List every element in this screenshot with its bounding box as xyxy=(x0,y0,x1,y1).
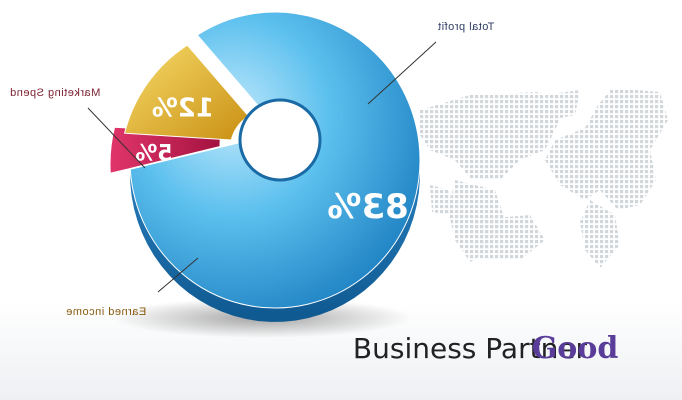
brand-rest: Business Partner xyxy=(353,332,588,365)
brand-good: Good xyxy=(532,331,619,366)
pie-slice-marketing-spend xyxy=(109,126,222,174)
callout-marketing-spend: Marketing Spend xyxy=(10,87,101,99)
pie-slice-earned-income xyxy=(123,44,250,141)
brand-tagline: Business Partner Good xyxy=(353,331,618,366)
pie-value-label-total-profit: 83% xyxy=(327,187,408,227)
pie-chart: 5%12%83% xyxy=(109,11,421,322)
svg-text:Good: Good xyxy=(532,331,619,366)
callout-earned-income: Earned income xyxy=(66,306,147,318)
pie-center-hole xyxy=(238,98,322,182)
world-map-dots-icon xyxy=(420,88,668,268)
svg-text:Business Partner: Business Partner xyxy=(353,332,588,365)
pie-value-label-earned-income: 12% xyxy=(152,94,214,124)
callout-total-profit: Total profit xyxy=(438,21,495,33)
callout-lines xyxy=(87,41,437,293)
